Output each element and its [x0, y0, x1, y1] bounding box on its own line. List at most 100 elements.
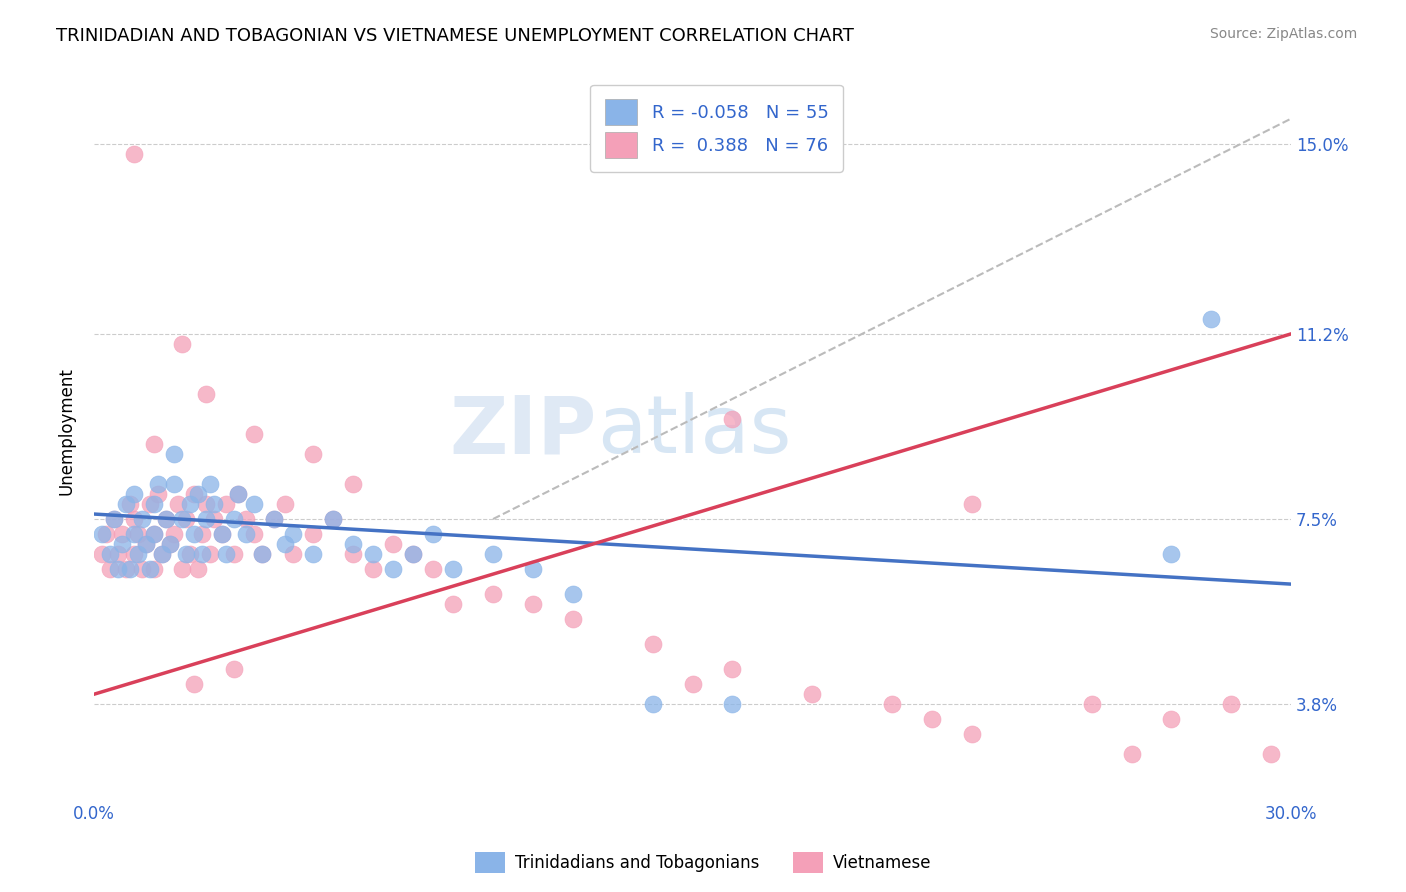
Text: Source: ZipAtlas.com: Source: ZipAtlas.com	[1209, 27, 1357, 41]
Point	[170, 512, 193, 526]
Point	[283, 527, 305, 541]
Point	[482, 547, 505, 561]
Text: TRINIDADIAN AND TOBAGONIAN VS VIETNAMESE UNEMPLOYMENT CORRELATION CHART: TRINIDADIAN AND TOBAGONIAN VS VIETNAMESE…	[56, 27, 853, 45]
Point	[122, 512, 145, 526]
Point	[522, 597, 544, 611]
Point	[226, 487, 249, 501]
Point	[226, 487, 249, 501]
Point	[142, 497, 165, 511]
Point	[122, 547, 145, 561]
Point	[190, 527, 212, 541]
Point	[115, 562, 138, 576]
Point	[422, 527, 444, 541]
Point	[139, 562, 162, 576]
Point	[263, 512, 285, 526]
Point	[159, 537, 181, 551]
Point	[322, 512, 344, 526]
Point	[146, 487, 169, 501]
Point	[302, 547, 325, 561]
Point	[115, 497, 138, 511]
Point	[561, 612, 583, 626]
Y-axis label: Unemployment: Unemployment	[58, 368, 75, 495]
Point	[721, 698, 744, 712]
Point	[242, 426, 264, 441]
Point	[163, 527, 186, 541]
Text: ZIP: ZIP	[450, 392, 596, 470]
Point	[211, 527, 233, 541]
Point	[1260, 747, 1282, 762]
Legend: Trinidadians and Tobagonians, Vietnamese: Trinidadians and Tobagonians, Vietnamese	[468, 846, 938, 880]
Point	[122, 146, 145, 161]
Point	[1201, 311, 1223, 326]
Point	[1121, 747, 1143, 762]
Point	[163, 477, 186, 491]
Point	[211, 527, 233, 541]
Point	[111, 537, 134, 551]
Point	[179, 497, 201, 511]
Point	[163, 447, 186, 461]
Point	[274, 497, 297, 511]
Point	[302, 527, 325, 541]
Point	[402, 547, 425, 561]
Point	[90, 547, 112, 561]
Point	[202, 497, 225, 511]
Point	[382, 562, 405, 576]
Point	[482, 587, 505, 601]
Point	[302, 447, 325, 461]
Point	[194, 387, 217, 401]
Point	[94, 527, 117, 541]
Point	[118, 497, 141, 511]
Point	[159, 537, 181, 551]
Point	[122, 527, 145, 541]
Point	[103, 512, 125, 526]
Text: atlas: atlas	[596, 392, 792, 470]
Point	[214, 497, 236, 511]
Point	[135, 537, 157, 551]
Point	[146, 477, 169, 491]
Point	[235, 527, 257, 541]
Point	[422, 562, 444, 576]
Point	[142, 527, 165, 541]
Point	[382, 537, 405, 551]
Point	[222, 512, 245, 526]
Point	[179, 547, 201, 561]
Point	[641, 698, 664, 712]
Point	[111, 527, 134, 541]
Point	[131, 562, 153, 576]
Point	[921, 712, 943, 726]
Point	[235, 512, 257, 526]
Point	[363, 562, 385, 576]
Point	[274, 537, 297, 551]
Point	[131, 512, 153, 526]
Point	[721, 662, 744, 676]
Point	[190, 547, 212, 561]
Point	[250, 547, 273, 561]
Point	[194, 512, 217, 526]
Point	[187, 487, 209, 501]
Point	[127, 527, 149, 541]
Point	[342, 547, 364, 561]
Point	[561, 587, 583, 601]
Point	[214, 547, 236, 561]
Point	[402, 547, 425, 561]
Point	[322, 512, 344, 526]
Point	[174, 512, 197, 526]
Point	[183, 677, 205, 691]
Point	[90, 527, 112, 541]
Point	[441, 597, 464, 611]
Point	[522, 562, 544, 576]
Point	[363, 547, 385, 561]
Point	[801, 687, 824, 701]
Point	[1160, 547, 1182, 561]
Point	[142, 562, 165, 576]
Point	[198, 477, 221, 491]
Point	[170, 562, 193, 576]
Point	[1160, 712, 1182, 726]
Point	[166, 497, 188, 511]
Point	[250, 547, 273, 561]
Point	[682, 677, 704, 691]
Point	[155, 512, 177, 526]
Point	[721, 412, 744, 426]
Point	[183, 487, 205, 501]
Point	[342, 537, 364, 551]
